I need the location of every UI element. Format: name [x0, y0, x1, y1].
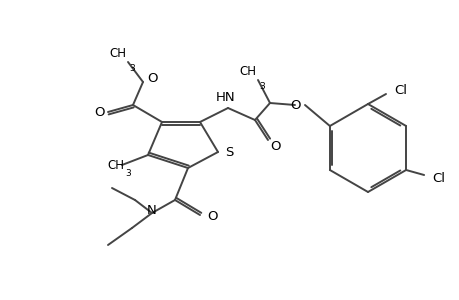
Text: 3: 3	[258, 82, 264, 91]
Text: CH: CH	[107, 158, 124, 172]
Text: Cl: Cl	[393, 83, 406, 97]
Text: N: N	[147, 205, 157, 218]
Text: CH: CH	[239, 65, 256, 78]
Text: S: S	[224, 146, 233, 158]
Text: O: O	[95, 106, 105, 118]
Text: HN: HN	[216, 91, 235, 104]
Text: O: O	[290, 98, 301, 112]
Text: CH: CH	[109, 47, 126, 60]
Text: O: O	[269, 140, 280, 152]
Text: 3: 3	[129, 64, 134, 73]
Text: 3: 3	[125, 169, 130, 178]
Text: O: O	[147, 71, 157, 85]
Text: Cl: Cl	[431, 172, 444, 184]
Text: O: O	[207, 211, 217, 224]
